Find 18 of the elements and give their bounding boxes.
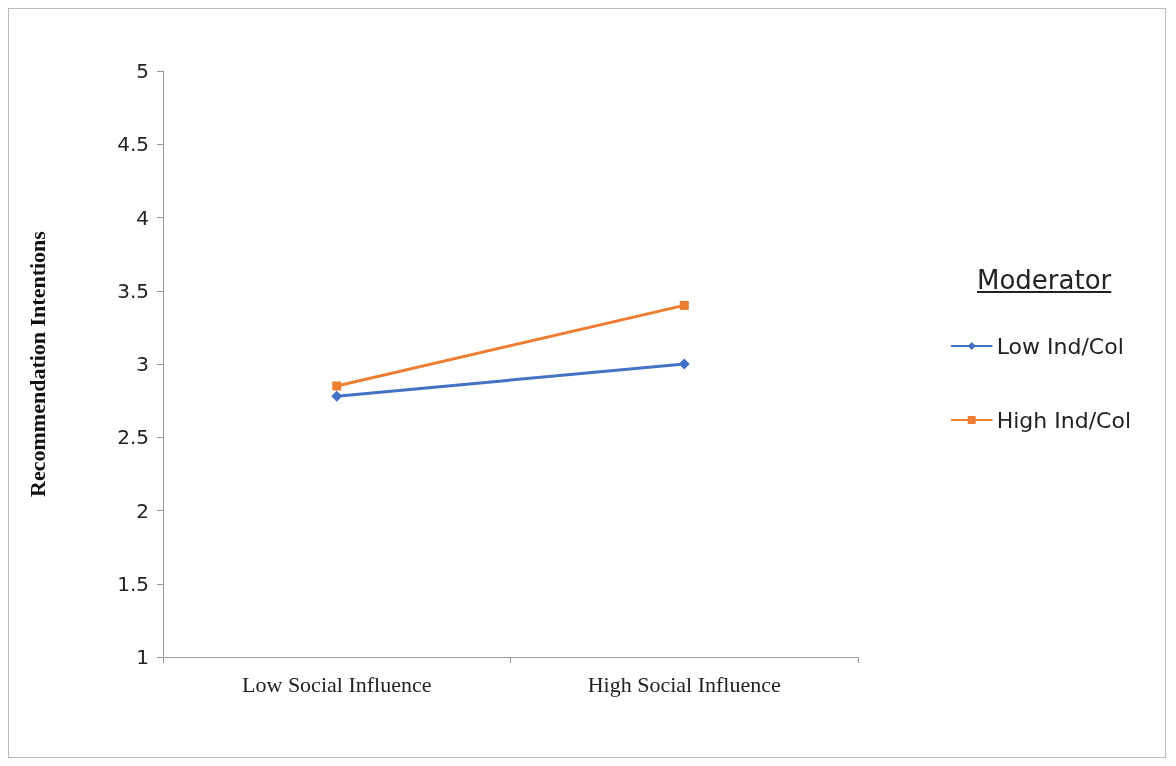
x-tick-label: Low Social Influence bbox=[242, 671, 432, 697]
y-tick-label: 1 bbox=[136, 645, 149, 669]
y-axis-title: Recommendation Intentions bbox=[24, 230, 50, 497]
y-tick-label: 2 bbox=[136, 498, 149, 523]
y-tick-label: 5 bbox=[136, 59, 149, 83]
x-tick-label: High Social Influence bbox=[587, 671, 781, 697]
y-tick-label: 3 bbox=[136, 352, 149, 376]
legend-label: High Ind/Col bbox=[996, 407, 1132, 433]
y-tick-label: 1.5 bbox=[117, 571, 149, 596]
y-tick-label: 4 bbox=[136, 205, 149, 230]
point bbox=[332, 381, 342, 391]
y-tick-label: 4.5 bbox=[117, 132, 149, 157]
legend-title: Moderator bbox=[977, 265, 1112, 295]
point bbox=[679, 300, 689, 310]
legend-label: Low Ind/Col bbox=[996, 333, 1124, 359]
y-tick-label: 2.5 bbox=[117, 425, 149, 450]
y-tick-label: 3.5 bbox=[117, 278, 149, 303]
point bbox=[331, 390, 343, 402]
